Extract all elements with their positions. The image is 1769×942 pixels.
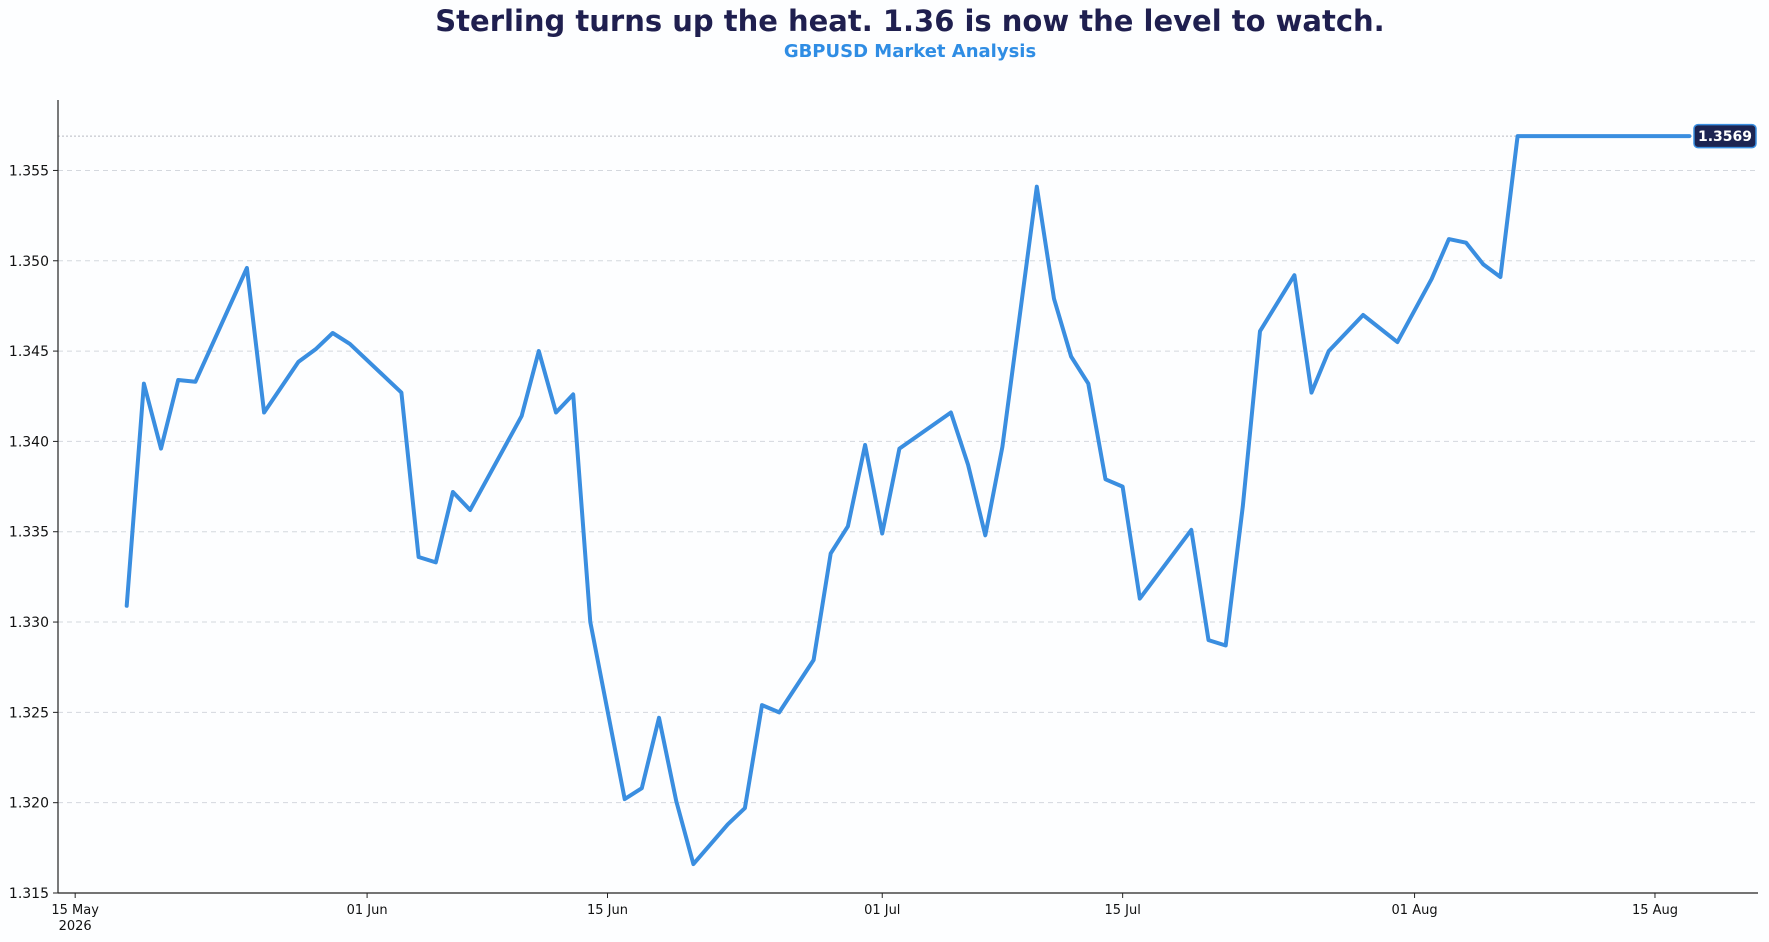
axis-layer [57,100,1758,894]
y-tick-label: 1.330 [9,615,49,631]
y-tick-label: 1.335 [9,525,49,541]
x-tick-label: 01 Aug [1392,903,1438,918]
y-ticks: 1.315 1.320 1.325 1.330 1.335 1.340 1.345 1.350… [9,163,58,902]
y-tick-label: 1.340 [9,434,49,450]
last-value-badge-bg [1693,123,1757,149]
x-tick-label: 01 Jun [347,903,388,918]
series-line [124,134,1692,867]
y-tick-label: 1.350 [9,254,49,270]
x-tick-label: 01 Jul [864,903,900,918]
grid-layer [58,169,1758,894]
y-tick-label: 1.315 [9,886,49,902]
last-value-badge: 1.3569 [1693,123,1757,149]
x-tick-label: 15 Jun [587,903,628,918]
chart-title: Sterling turns up the heat. 1.36 is now … [435,4,1385,38]
y-tick-label: 1.345 [9,344,49,360]
y-tick-label: 1.355 [9,163,49,179]
last-value-label: 1.3569 [1698,129,1752,145]
x-tick-label: 15 Aug [1632,903,1678,918]
y-tick-label: 1.320 [9,796,49,812]
x-tick-label: 15 May [51,903,99,918]
chart-subtitle: GBPUSD Market Analysis [783,41,1037,62]
y-tick-label: 1.325 [9,705,49,721]
x-tick-sublabel: 2026 [59,919,92,934]
x-tick-label: 15 Jul [1104,903,1140,918]
